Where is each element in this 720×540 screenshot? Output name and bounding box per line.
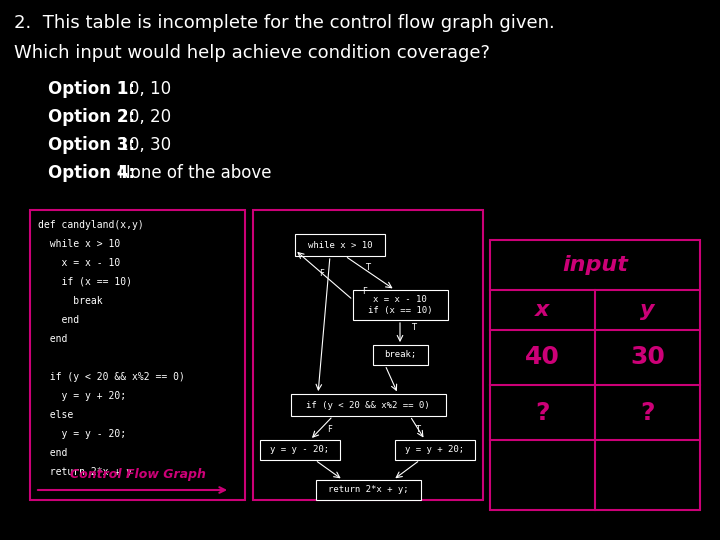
Text: Option 4:: Option 4:	[48, 164, 135, 182]
Text: Option 2:: Option 2:	[48, 108, 135, 126]
Text: return 2*x + y;: return 2*x + y;	[328, 485, 408, 495]
Bar	[395, 440, 475, 460]
Text: end: end	[38, 334, 68, 344]
Text: T: T	[415, 424, 420, 434]
Text: else: else	[38, 410, 73, 420]
Bar	[315, 480, 420, 500]
Text: while x > 10: while x > 10	[307, 240, 372, 249]
Text: y = y + 20;: y = y + 20;	[38, 391, 126, 401]
Text: Control Flow Graph: Control Flow Graph	[70, 468, 206, 481]
Text: ?: ?	[640, 401, 654, 424]
Text: y = y - 20;: y = y - 20;	[271, 446, 330, 455]
Text: if (x == 10): if (x == 10)	[38, 277, 132, 287]
Text: 10, 30: 10, 30	[113, 136, 171, 154]
Bar	[253, 210, 483, 500]
Text: T: T	[366, 262, 371, 272]
Text: Option 1:: Option 1:	[48, 80, 135, 98]
Text: F: F	[320, 268, 325, 278]
Text: break: break	[38, 296, 103, 306]
Text: 40: 40	[525, 346, 560, 369]
Text: input: input	[562, 255, 628, 275]
Text: break;: break;	[384, 350, 416, 360]
Bar	[295, 234, 385, 256]
Text: None of the above: None of the above	[113, 164, 271, 182]
Bar	[260, 440, 340, 460]
Text: end: end	[38, 315, 79, 325]
Bar	[372, 345, 428, 365]
Text: while x > 10: while x > 10	[38, 239, 120, 249]
Text: def candyland(x,y): def candyland(x,y)	[38, 220, 144, 230]
Text: T: T	[412, 322, 416, 332]
Text: y = y + 20;: y = y + 20;	[405, 446, 464, 455]
Text: if (y < 20 && x%2 == 0): if (y < 20 && x%2 == 0)	[38, 372, 185, 382]
Text: Which input would help achieve condition coverage?: Which input would help achieve condition…	[14, 44, 490, 62]
Text: x: x	[535, 300, 549, 320]
Text: 10, 10: 10, 10	[113, 80, 171, 98]
Bar	[290, 394, 446, 416]
Bar	[353, 290, 448, 320]
Text: 30: 30	[630, 346, 665, 369]
Text: ?: ?	[535, 401, 550, 424]
Text: return 2*x + y: return 2*x + y	[38, 467, 132, 477]
Text: 20, 20: 20, 20	[113, 108, 171, 126]
Bar	[30, 210, 245, 500]
Text: F: F	[363, 287, 367, 295]
Text: x = x - 10
if (x == 10): x = x - 10 if (x == 10)	[368, 295, 432, 315]
Text: x = x - 10: x = x - 10	[38, 258, 120, 268]
Text: y = y - 20;: y = y - 20;	[38, 429, 126, 439]
Text: if (y < 20 && x%2 == 0): if (y < 20 && x%2 == 0)	[306, 401, 430, 409]
Text: end: end	[38, 448, 68, 458]
Bar	[490, 240, 700, 510]
Text: y: y	[640, 300, 654, 320]
Text: F: F	[328, 424, 333, 434]
Text: Option 3:: Option 3:	[48, 136, 135, 154]
Text: 2.  This table is incomplete for the control flow graph given.: 2. This table is incomplete for the cont…	[14, 14, 554, 32]
